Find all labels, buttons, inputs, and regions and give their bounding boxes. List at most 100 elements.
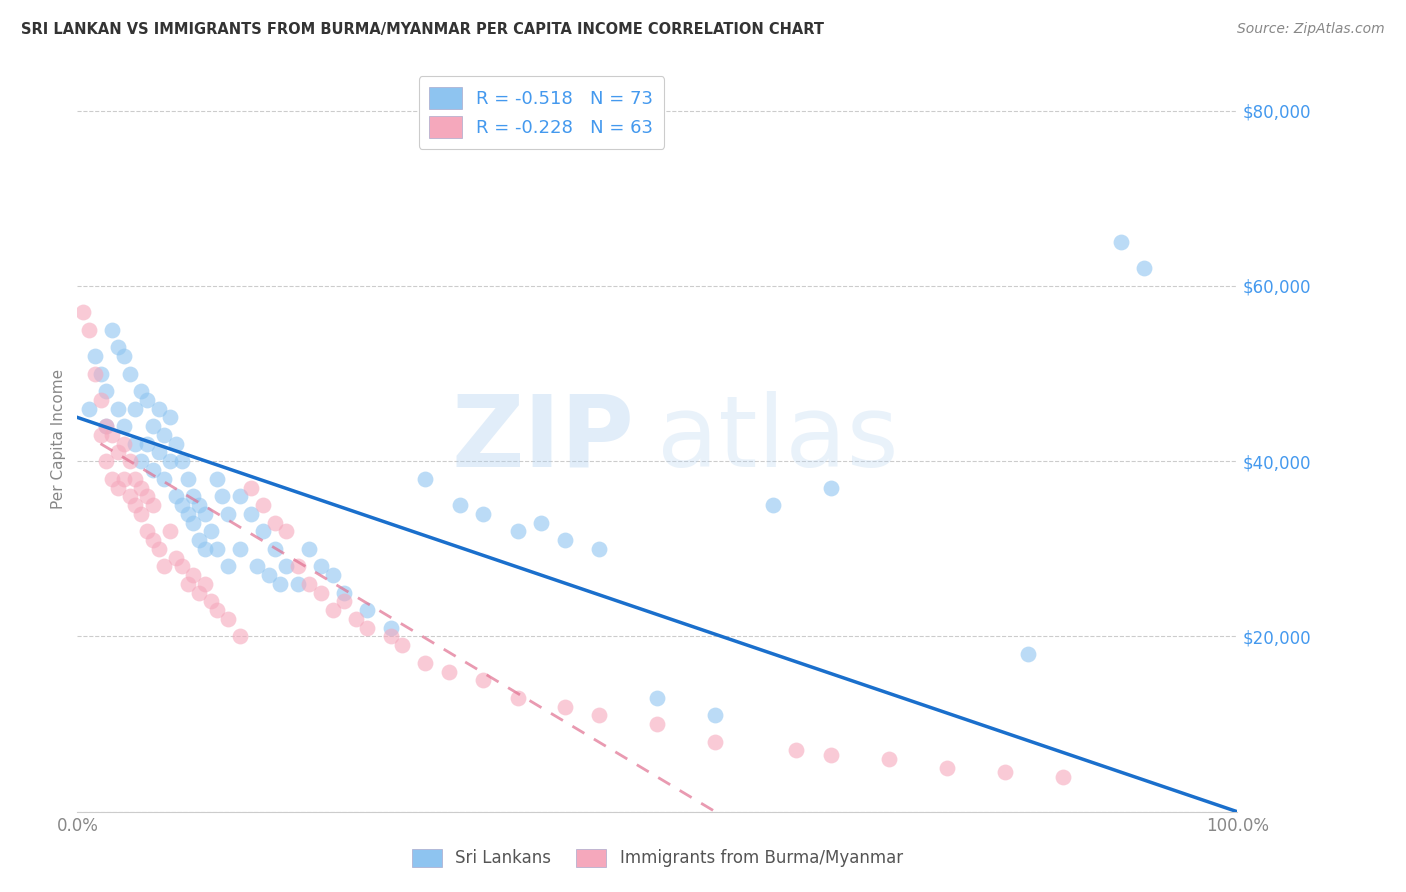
Point [1133,261,1156,276]
Point [183,516,205,530]
Point [211,489,233,503]
Legend: Sri Lankans, Immigrants from Burma/Myanmar: Sri Lankans, Immigrants from Burma/Myanm… [405,842,910,874]
Point [148,401,170,416]
Point [287,559,309,574]
Point [877,752,901,766]
Point [107,401,129,416]
Point [124,401,146,416]
Point [263,541,285,556]
Point [107,340,129,354]
Point [176,577,198,591]
Point [183,489,205,503]
Point [118,454,141,468]
Point [159,410,181,425]
Point [820,481,842,495]
Point [762,498,785,512]
Point [142,498,165,512]
Point [380,621,402,635]
Point [118,367,141,381]
Point [205,603,228,617]
Point [309,585,332,599]
Point [194,577,217,591]
Point [449,498,471,512]
Point [159,454,181,468]
Point [101,323,124,337]
Point [246,559,269,574]
Point [136,392,159,407]
Point [129,507,152,521]
Point [83,349,105,363]
Point [112,436,135,450]
Point [118,489,141,503]
Point [129,481,152,495]
Point [153,559,176,574]
Point [1018,647,1040,661]
Point [170,559,193,574]
Point [96,384,118,398]
Point [124,498,146,512]
Point [159,524,181,539]
Point [112,472,135,486]
Point [200,594,222,608]
Point [554,533,576,547]
Point [112,349,135,363]
Point [820,747,842,762]
Point [205,472,228,486]
Point [344,612,367,626]
Point [142,463,165,477]
Point [153,428,176,442]
Point [298,541,321,556]
Text: SRI LANKAN VS IMMIGRANTS FROM BURMA/MYANMAR PER CAPITA INCOME CORRELATION CHART: SRI LANKAN VS IMMIGRANTS FROM BURMA/MYAN… [21,22,824,37]
Point [257,568,280,582]
Point [333,594,356,608]
Point [170,498,193,512]
Point [240,507,263,521]
Point [356,603,378,617]
Point [588,541,610,556]
Point [506,690,529,705]
Point [704,708,727,723]
Point [554,699,576,714]
Point [142,419,165,434]
Point [380,630,402,644]
Point [101,428,124,442]
Point [530,516,553,530]
Point [333,585,356,599]
Point [194,541,217,556]
Point [704,734,727,748]
Point [107,445,129,459]
Point [188,498,211,512]
Point [298,577,321,591]
Point [1111,235,1133,249]
Point [309,559,332,574]
Text: atlas: atlas [658,391,898,488]
Point [252,524,274,539]
Point [96,419,118,434]
Point [183,568,205,582]
Point [217,612,239,626]
Point [217,507,239,521]
Point [263,516,285,530]
Point [124,436,146,450]
Point [240,481,263,495]
Point [136,524,159,539]
Point [83,367,105,381]
Point [1052,770,1074,784]
Point [472,673,495,688]
Point [437,665,460,679]
Point [165,550,187,565]
Point [129,384,152,398]
Point [269,577,291,591]
Point [142,533,165,547]
Point [170,454,193,468]
Point [356,621,378,635]
Point [228,541,252,556]
Point [391,638,413,652]
Text: Source: ZipAtlas.com: Source: ZipAtlas.com [1237,22,1385,37]
Point [200,524,222,539]
Point [124,472,146,486]
Point [90,392,111,407]
Point [194,507,217,521]
Point [588,708,610,723]
Point [472,507,495,521]
